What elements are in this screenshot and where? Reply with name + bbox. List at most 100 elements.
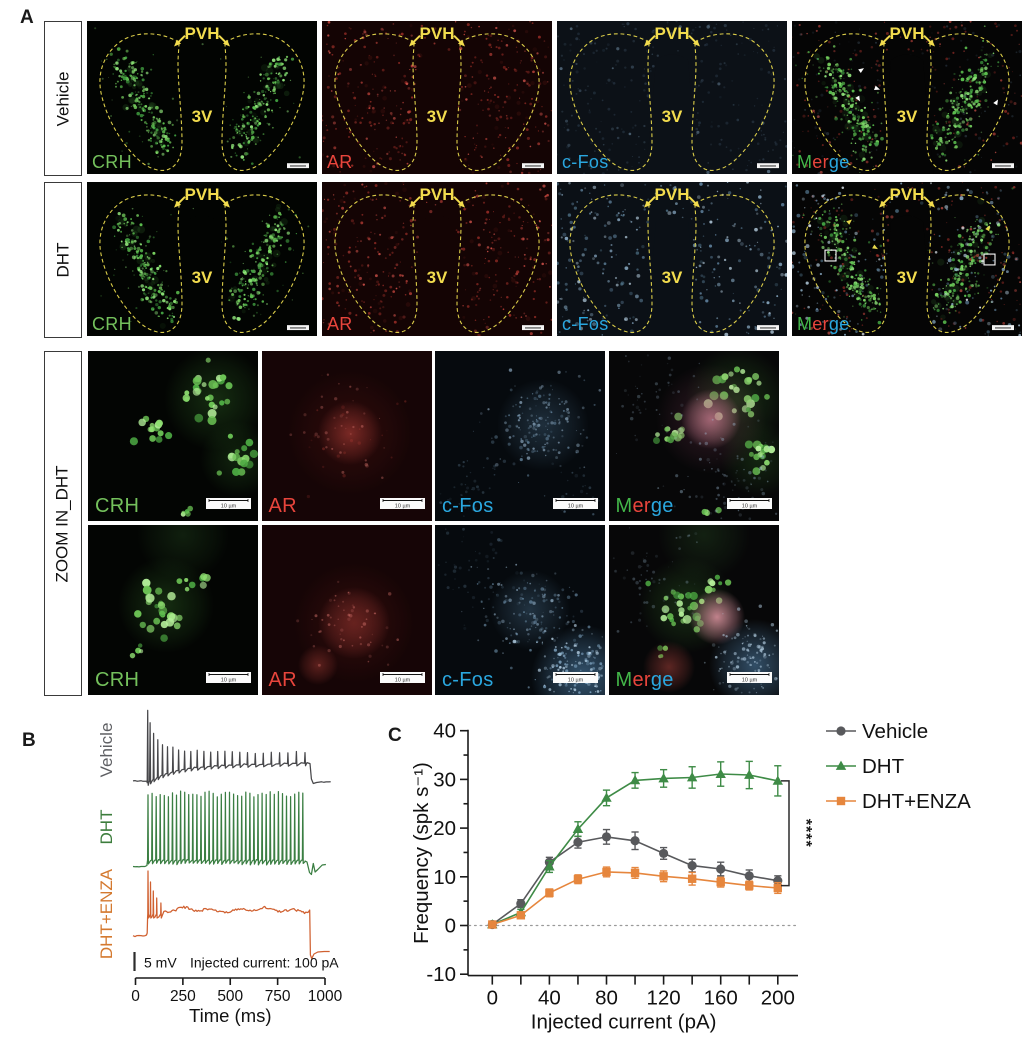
merge-segment: M — [797, 314, 812, 334]
c-x-tick-label: 120 — [646, 987, 680, 1010]
row-label-box-zoom: ZOOM IN_DHT — [44, 351, 82, 696]
channel-label-merge: Merge — [616, 495, 674, 518]
merge-segment: M — [616, 495, 633, 517]
zoom-image-row1-ar: 10 µm AR — [262, 351, 432, 521]
row-label-zoom: ZOOM IN_DHT — [53, 465, 73, 582]
legend-item-dht-enza: DHT+ENZA — [826, 790, 971, 813]
channel-label-ar: AR — [327, 314, 353, 335]
merge-segment: ge — [651, 495, 674, 517]
third-ventricle-label: 3V — [557, 107, 787, 127]
micro-image-vehicle-cfos: PVH 3V c-Fos — [557, 21, 787, 174]
zoom-scalebar-text: 10 µm — [741, 504, 757, 510]
pvh-label: PVH — [87, 24, 317, 44]
row-label-box-dht: DHT — [44, 182, 82, 338]
channel-label-merge: Merge — [616, 669, 674, 692]
b-x-tick-label: 1000 — [308, 988, 343, 1005]
merge-segment: er — [812, 152, 829, 172]
zoom-image-row2-cfos: 10 µm c-Fos — [435, 525, 605, 695]
micro-image-vehicle-ar: PVH 3V AR — [322, 21, 552, 174]
legend-label: Vehicle — [862, 720, 928, 743]
micro-image-vehicle-merge: PVH 3V Merge — [792, 21, 1022, 174]
panel-a-label: A — [20, 7, 34, 29]
channel-label-crh: CRH — [95, 669, 139, 692]
merge-segment: ge — [829, 152, 850, 172]
merge-segment: M — [797, 152, 812, 172]
merge-segment: ge — [651, 669, 674, 691]
channel-label-ar: AR — [269, 669, 297, 692]
pvh-label: PVH — [792, 185, 1022, 205]
c-series-dht-enza — [488, 867, 782, 929]
channel-label-crh: CRH — [95, 495, 139, 518]
row-label-vehicle: Vehicle — [53, 71, 73, 126]
zoom-image-row1-cfos: 10 µm c-Fos — [435, 351, 605, 521]
b-x-tick-label: 500 — [217, 988, 243, 1005]
third-ventricle-label: 3V — [557, 268, 787, 288]
zoom-scalebar-text: 10 µm — [568, 504, 584, 510]
zoom-image-row1-merge: 10 µm Merge — [609, 351, 779, 521]
b-x-tick-label: 0 — [131, 988, 140, 1005]
pvh-label: PVH — [792, 24, 1022, 44]
merge-segment: er — [632, 669, 650, 691]
c-x-tick-label: 160 — [704, 987, 738, 1010]
row-label-dht: DHT — [53, 243, 73, 278]
merge-segment: ge — [829, 314, 850, 334]
legend-item-vehicle: Vehicle — [826, 720, 928, 743]
third-ventricle-label: 3V — [322, 268, 552, 288]
zoom-scalebar-text: 10 µm — [741, 677, 757, 683]
legend-item-dht: DHT — [826, 755, 905, 778]
zoom-image-row2-merge: 10 µm Merge — [609, 525, 779, 695]
third-ventricle-label: 3V — [322, 107, 552, 127]
row-label-box-vehicle: Vehicle — [44, 21, 82, 176]
trace-label-vehicle: Vehicle — [97, 723, 117, 778]
third-ventricle-label: 3V — [792, 107, 1022, 127]
c-y-tick-label: -10 — [426, 963, 456, 986]
trace-label-dht: DHT — [97, 810, 117, 845]
zoom-image-row2-ar: 10 µm AR — [262, 525, 432, 695]
pvh-label: PVH — [322, 24, 552, 44]
trace-label-dht-enza: DHT+ENZA — [97, 869, 117, 959]
zoom-scalebar-text: 10 µm — [394, 504, 410, 510]
zoom-image-row2-crh: 10 µm CRH — [88, 525, 258, 695]
b-x-axis-label: Time (ms) — [189, 1005, 272, 1026]
stim-label: Injected current: 100 pA — [190, 955, 339, 971]
c-y-tick-label: 10 — [433, 866, 456, 889]
legend-label: DHT — [862, 755, 905, 778]
c-x-tick-label: 40 — [538, 987, 561, 1010]
c-series-vehicle — [488, 830, 783, 930]
third-ventricle-label: 3V — [792, 268, 1022, 288]
merge-segment: er — [632, 495, 650, 517]
merge-segment: M — [616, 669, 633, 691]
third-ventricle-label: 3V — [87, 268, 317, 288]
channel-label-ar: AR — [269, 495, 297, 518]
channel-label-merge: Merge — [797, 314, 850, 335]
zoom-scalebar-text: 10 µm — [221, 504, 237, 510]
channel-label-crh: CRH — [92, 314, 132, 335]
channel-label-cfos: c-Fos — [562, 152, 609, 173]
channel-label-cfos: c-Fos — [442, 495, 494, 518]
b-x-tick-label: 750 — [265, 988, 291, 1005]
significance-stars: **** — [797, 819, 814, 848]
b-x-tick-label: 250 — [170, 988, 196, 1005]
zoom-scalebar-text: 10 µm — [568, 677, 584, 683]
c-y-tick-label: 20 — [433, 817, 456, 840]
c-y-tick-label: 30 — [433, 768, 456, 791]
channel-label-merge: Merge — [797, 152, 850, 173]
pvh-label: PVH — [557, 24, 787, 44]
zoom-scalebar-text: 10 µm — [394, 677, 410, 683]
legend-label: DHT+ENZA — [862, 790, 971, 813]
c-y-tick-label: 40 — [433, 720, 456, 743]
channel-label-cfos: c-Fos — [442, 669, 494, 692]
c-x-axis-label: Injected current (pA) — [531, 1011, 717, 1034]
zoom-scalebar-text: 10 µm — [221, 677, 237, 683]
channel-label-cfos: c-Fos — [562, 314, 609, 335]
channel-label-crh: CRH — [92, 152, 132, 173]
c-x-tick-label: 0 — [487, 987, 498, 1010]
c-x-tick-label: 80 — [595, 987, 618, 1010]
channel-label-ar: AR — [327, 152, 353, 173]
zoom-image-row1-crh: 10 µm CRH — [88, 351, 258, 521]
c-y-axis-label: Frequency (spk s⁻¹) — [410, 762, 433, 944]
